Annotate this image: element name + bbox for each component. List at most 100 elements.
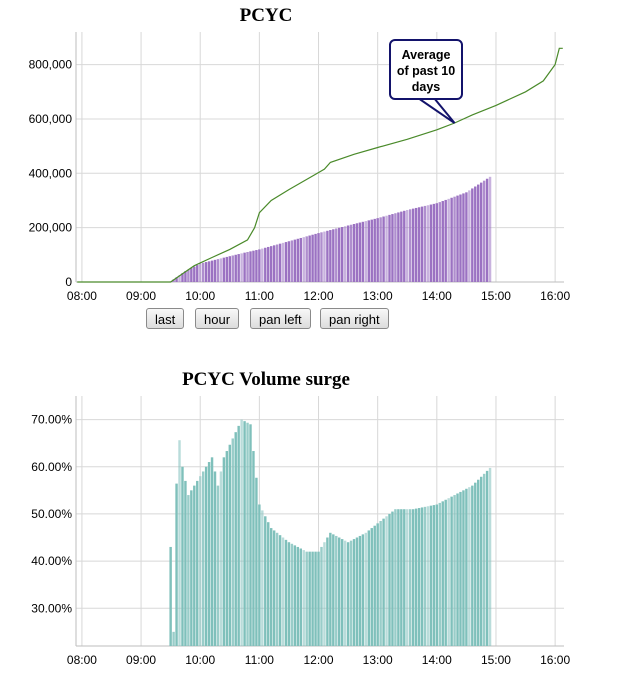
bar [329,532,332,646]
bar [332,229,335,282]
bar [314,551,317,646]
bar [219,258,223,282]
bar [320,546,323,646]
bar [225,256,229,282]
bar [429,204,433,282]
x-tick-label: 15:00 [481,289,511,303]
bar [281,537,285,646]
bar [240,419,243,646]
bar [373,218,376,282]
y-tick-label: 400,000 [29,166,73,180]
bar [267,522,270,646]
bar [471,188,474,282]
y-tick-label: 60.00% [31,460,72,474]
y-tick-label: 70.00% [31,413,72,427]
bar [465,488,468,646]
bar [479,182,483,282]
bar [243,252,246,282]
bar [417,207,421,282]
bar [459,491,462,646]
bar [358,535,362,646]
bar [296,546,300,646]
bar [255,250,258,282]
bar [231,255,234,282]
bar [261,248,264,282]
bar [453,495,456,646]
bar [355,537,359,646]
bar [355,223,359,282]
bar [406,509,409,646]
bar [423,506,427,646]
bar [352,224,356,282]
bar [349,540,353,646]
bar [340,227,344,282]
x-tick-label: 12:00 [304,653,334,667]
volume-chart: 08:00 09:00 10:00 11:00 12:00 13:00 14:00 15:00… [29,32,570,303]
last-button[interactable]: last [146,308,185,329]
bar [308,551,311,646]
bar [207,462,211,646]
bar [269,528,273,646]
bar [199,476,202,646]
bar [438,202,441,282]
bar [346,542,350,646]
bar [450,496,453,646]
bar [397,212,400,282]
bar [240,253,243,282]
bar [237,254,240,282]
bar [479,476,483,646]
bar [190,268,193,282]
bar [323,542,326,646]
bar [308,235,311,282]
bar [287,542,291,646]
bar [459,194,462,282]
bar [234,254,237,282]
bar [367,530,371,646]
bar [299,548,302,646]
bar [388,513,391,646]
pan-left-button[interactable]: pan left [250,308,311,329]
bar [258,504,261,646]
bar [169,546,172,646]
x-tick-label: 16:00 [540,653,570,667]
bar [278,243,282,282]
bar [172,279,175,282]
hour-button[interactable]: hour [195,308,240,329]
bar [382,216,385,282]
bar [438,502,441,646]
bar [364,221,368,282]
bar [293,545,297,646]
bar [420,507,424,646]
bar [222,457,226,646]
bar [231,438,234,646]
bar [210,457,214,646]
bar [199,263,202,282]
bar [335,535,338,646]
bar [385,516,388,646]
bar [314,233,317,282]
bar [335,228,338,282]
pan-right-button[interactable]: pan right [320,308,389,329]
bar [213,471,217,646]
bar [187,495,190,646]
bar [225,451,229,646]
bar [432,203,436,282]
bar [488,176,492,282]
bar [252,250,255,282]
bar [423,205,427,282]
x-tick-label: 14:00 [422,289,452,303]
bar [204,466,208,646]
bar [326,537,329,646]
x-tick-label: 10:00 [185,289,215,303]
y-tick-label: 40.00% [31,554,72,568]
y-tick-label: 30.00% [31,601,72,615]
bar [468,487,471,646]
bar [391,214,394,282]
bar [338,537,341,646]
bar [332,534,335,646]
bar [302,550,305,646]
bar [361,534,365,646]
x-tick-label: 09:00 [126,289,156,303]
bar [465,192,468,282]
